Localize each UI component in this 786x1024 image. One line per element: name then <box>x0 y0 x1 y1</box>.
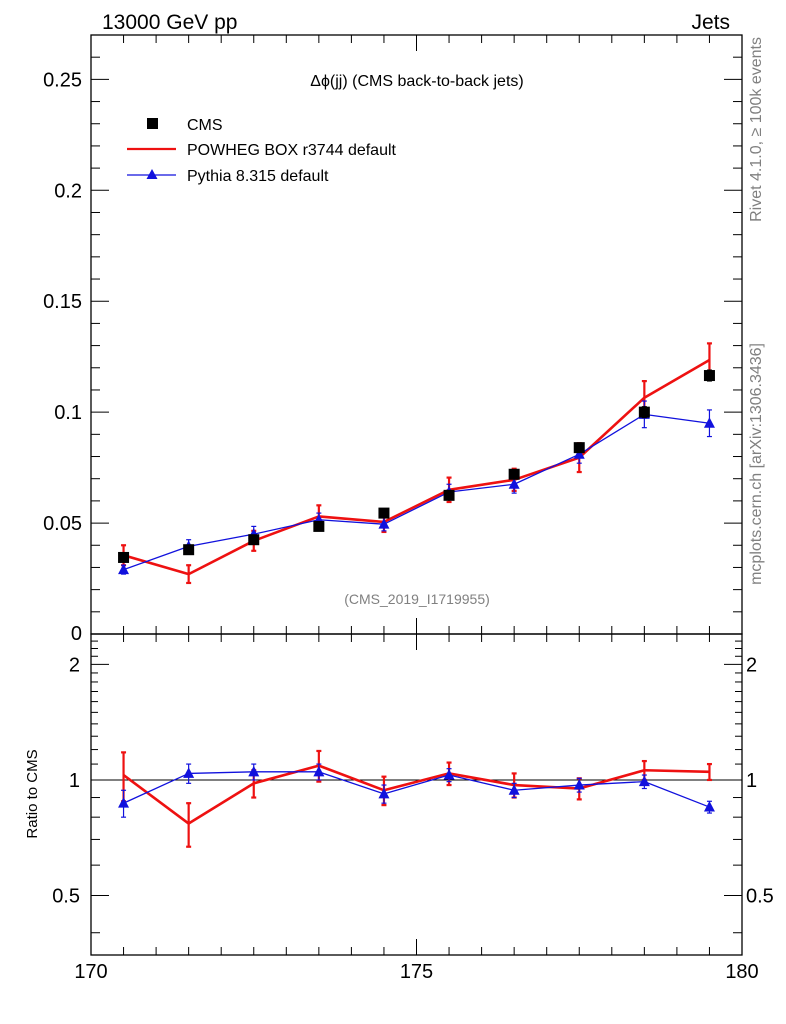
pythia-marker <box>573 448 585 459</box>
chart-title: Δϕ(jj) (CMS back-to-back jets) <box>310 73 523 90</box>
ratio-tick-label: 2 <box>69 654 80 676</box>
x-tick-label: 175 <box>400 961 433 983</box>
pythia-ratio-marker <box>313 765 325 777</box>
pythia-ratio-marker <box>573 779 585 790</box>
header-right: Jets <box>691 11 730 34</box>
powheg-ratio-line <box>122 764 710 825</box>
pythia-marker <box>703 417 715 428</box>
data-layer <box>118 342 715 848</box>
legend-powheg-label: POWHEG BOX r3744 default <box>187 142 397 159</box>
pythia-ratio-line <box>123 771 710 808</box>
ratio-tick-label: 1 <box>69 770 80 792</box>
mcplots-source-label: mcplots.cern.ch [arXiv:1306.3436] <box>748 343 765 585</box>
pythia-ratio-marker <box>118 797 130 808</box>
pythia-ratio-marker <box>703 801 715 812</box>
axes-layer: 170 175 180 0 0.05 0.1 0.15 0.2 0.25 0.5 0.5 1 1 2 2 <box>43 34 774 983</box>
ratio-tick-label-right: 2 <box>746 654 757 676</box>
ratio-tick-label-right: 0.5 <box>746 886 774 908</box>
pythia-ratio-marker <box>248 765 260 777</box>
pythia-marker <box>378 518 390 529</box>
powheg-line <box>123 358 711 576</box>
legend-cms-marker <box>147 118 158 129</box>
header-left: 13000 GeV pp <box>102 11 237 34</box>
ratio-tick-label: 0.5 <box>52 886 80 908</box>
x-tick-label: 180 <box>725 961 758 983</box>
ratio-plot-frame <box>90 633 743 956</box>
y-tick-label: 0.25 <box>43 69 82 91</box>
pythia-ratio-marker <box>638 775 650 787</box>
x-tick-label: 170 <box>74 961 107 983</box>
rivet-version-label: Rivet 4.1.0, ≥ 100k events <box>748 37 765 222</box>
legend-cms-label: CMS <box>187 117 223 134</box>
legend-pythia-label: Pythia 8.315 default <box>187 168 329 185</box>
y-tick-label: 0 <box>71 623 82 645</box>
y-tick-label: 0.2 <box>54 180 82 202</box>
legend: CMS POWHEG BOX r3744 default Pythia 8.31… <box>127 117 397 185</box>
pythia-marker <box>118 563 130 575</box>
ratio-tick-label-right: 1 <box>746 770 757 792</box>
analysis-tag: (CMS_2019_I1719955) <box>344 591 490 607</box>
pythia-line <box>123 413 710 571</box>
ratio-axis-label: Ratio to CMS <box>24 749 41 838</box>
y-tick-label: 0.1 <box>54 402 82 424</box>
pythia-ratio-marker <box>378 787 390 799</box>
y-tick-label: 0.05 <box>43 513 82 535</box>
pythia-marker <box>508 478 520 489</box>
y-tick-label: 0.15 <box>43 291 82 313</box>
pythia-ratio-marker <box>508 784 520 795</box>
pythia-ratio-marker <box>443 769 455 780</box>
legend-pythia-marker <box>146 169 158 179</box>
pythia-ratio-marker <box>183 767 195 778</box>
